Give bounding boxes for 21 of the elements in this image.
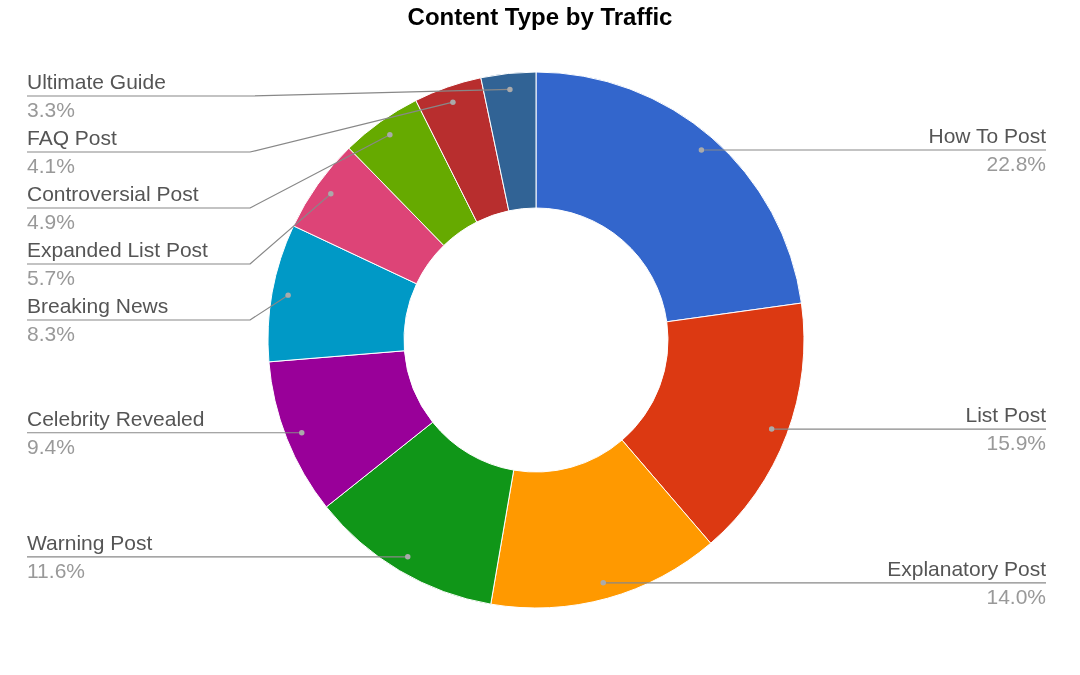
data-label: 22.8% [986, 151, 1046, 175]
data-label: 8.3% [27, 322, 75, 345]
data-label: 9.4% [27, 434, 75, 458]
slice-label: Breaking News [27, 294, 169, 317]
data-label: 3.3% [27, 98, 75, 121]
slice-label: Controversial Post [27, 182, 199, 205]
data-label: 4.1% [27, 154, 75, 177]
data-label: 11.6% [27, 558, 85, 582]
slice-label: Ultimate Guide [27, 70, 166, 93]
chart-title: Content Type by Traffic [407, 3, 673, 30]
data-label: 14.0% [986, 584, 1046, 608]
data-label: 5.7% [27, 266, 75, 289]
slice-label: Explanatory Post [887, 556, 1047, 580]
slice-label: Warning Post [27, 530, 153, 554]
slice-label: Expanded List Post [27, 238, 209, 261]
slice-label: List Post [965, 403, 1047, 427]
data-label: 15.9% [986, 431, 1046, 455]
slice-label: Celebrity Revealed [27, 406, 205, 430]
slice-label: FAQ Post [27, 126, 118, 149]
data-label: 4.9% [27, 210, 75, 233]
slice-label: How To Post [928, 123, 1047, 147]
